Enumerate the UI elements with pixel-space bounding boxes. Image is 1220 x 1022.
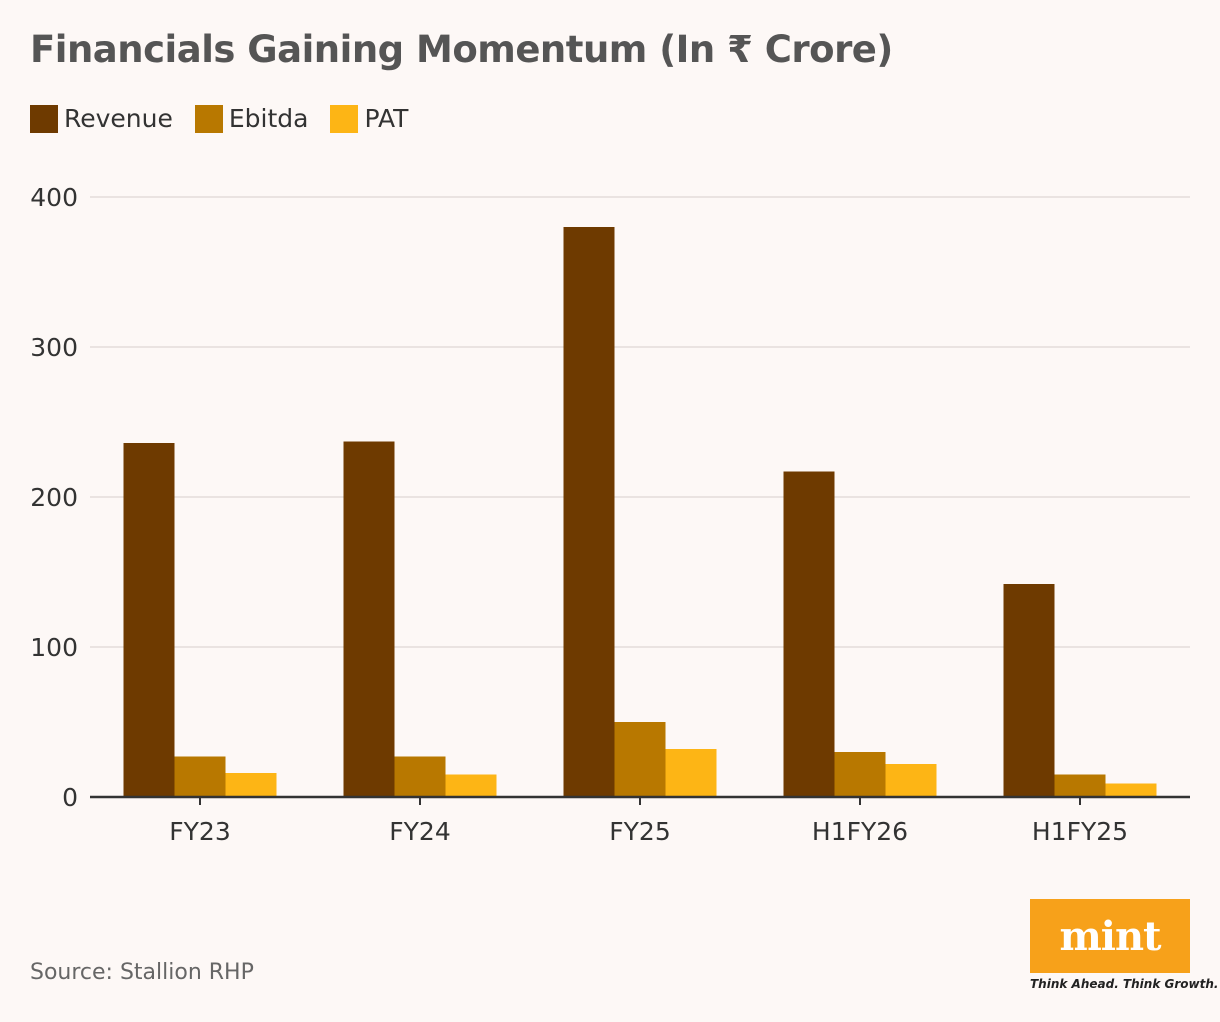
y-tick-label-400: 400 <box>30 183 78 212</box>
legend-label-pat: PAT <box>364 104 409 133</box>
legend-item-revenue: Revenue <box>30 104 173 133</box>
bar-pat-h1fy26 <box>885 764 937 797</box>
legend-label-revenue: Revenue <box>64 104 173 133</box>
y-tick-label-100: 100 <box>30 633 78 662</box>
bar-pat-h1fy25 <box>1105 783 1157 797</box>
bar-revenue-h1fy25 <box>1003 584 1055 797</box>
bar-revenue-h1fy26 <box>783 471 835 797</box>
bar-revenue-fy23 <box>123 443 175 797</box>
legend-item-pat: PAT <box>330 104 408 133</box>
y-tick-label-200: 200 <box>30 483 78 512</box>
legend-label-ebitda: Ebitda <box>228 104 309 133</box>
x-tick-label-fy24: FY24 <box>389 817 450 846</box>
logo-tagline: Think Ahead. Think Growth. <box>1030 977 1219 991</box>
bar-ebitda-h1fy26 <box>834 752 886 797</box>
y-tick-label-0: 0 <box>62 783 78 812</box>
bar-ebitda-h1fy25 <box>1054 774 1106 797</box>
x-tick-label-h1fy25: H1FY25 <box>1032 817 1128 846</box>
x-tick-label-fy25: FY25 <box>609 817 670 846</box>
bar-revenue-fy25 <box>563 227 615 797</box>
bar-ebitda-fy24 <box>394 756 446 797</box>
bar-ebitda-fy25 <box>614 722 666 797</box>
bar-pat-fy24 <box>445 774 497 797</box>
legend-swatch-revenue <box>30 104 58 133</box>
bar-pat-fy25 <box>665 749 717 797</box>
mint-logo: mint <box>1030 899 1190 973</box>
legend-item-ebitda: Ebitda <box>194 104 309 133</box>
bar-ebitda-fy23 <box>174 756 226 797</box>
y-tick-label-300: 300 <box>30 333 78 362</box>
chart-legend: Revenue Ebitda PAT <box>30 104 430 133</box>
bar-pat-fy23 <box>225 773 277 797</box>
chart-title: Financials Gaining Momentum (In ₹ Crore) <box>30 28 893 71</box>
source-note: Source: Stallion RHP <box>30 960 254 985</box>
x-tick-label-fy23: FY23 <box>169 817 230 846</box>
legend-swatch-pat <box>330 104 359 133</box>
legend-swatch-ebitda <box>194 104 223 133</box>
x-tick-label-h1fy26: H1FY26 <box>812 817 908 846</box>
logo-text: mint <box>1059 912 1161 960</box>
bar-revenue-fy24 <box>343 441 395 797</box>
